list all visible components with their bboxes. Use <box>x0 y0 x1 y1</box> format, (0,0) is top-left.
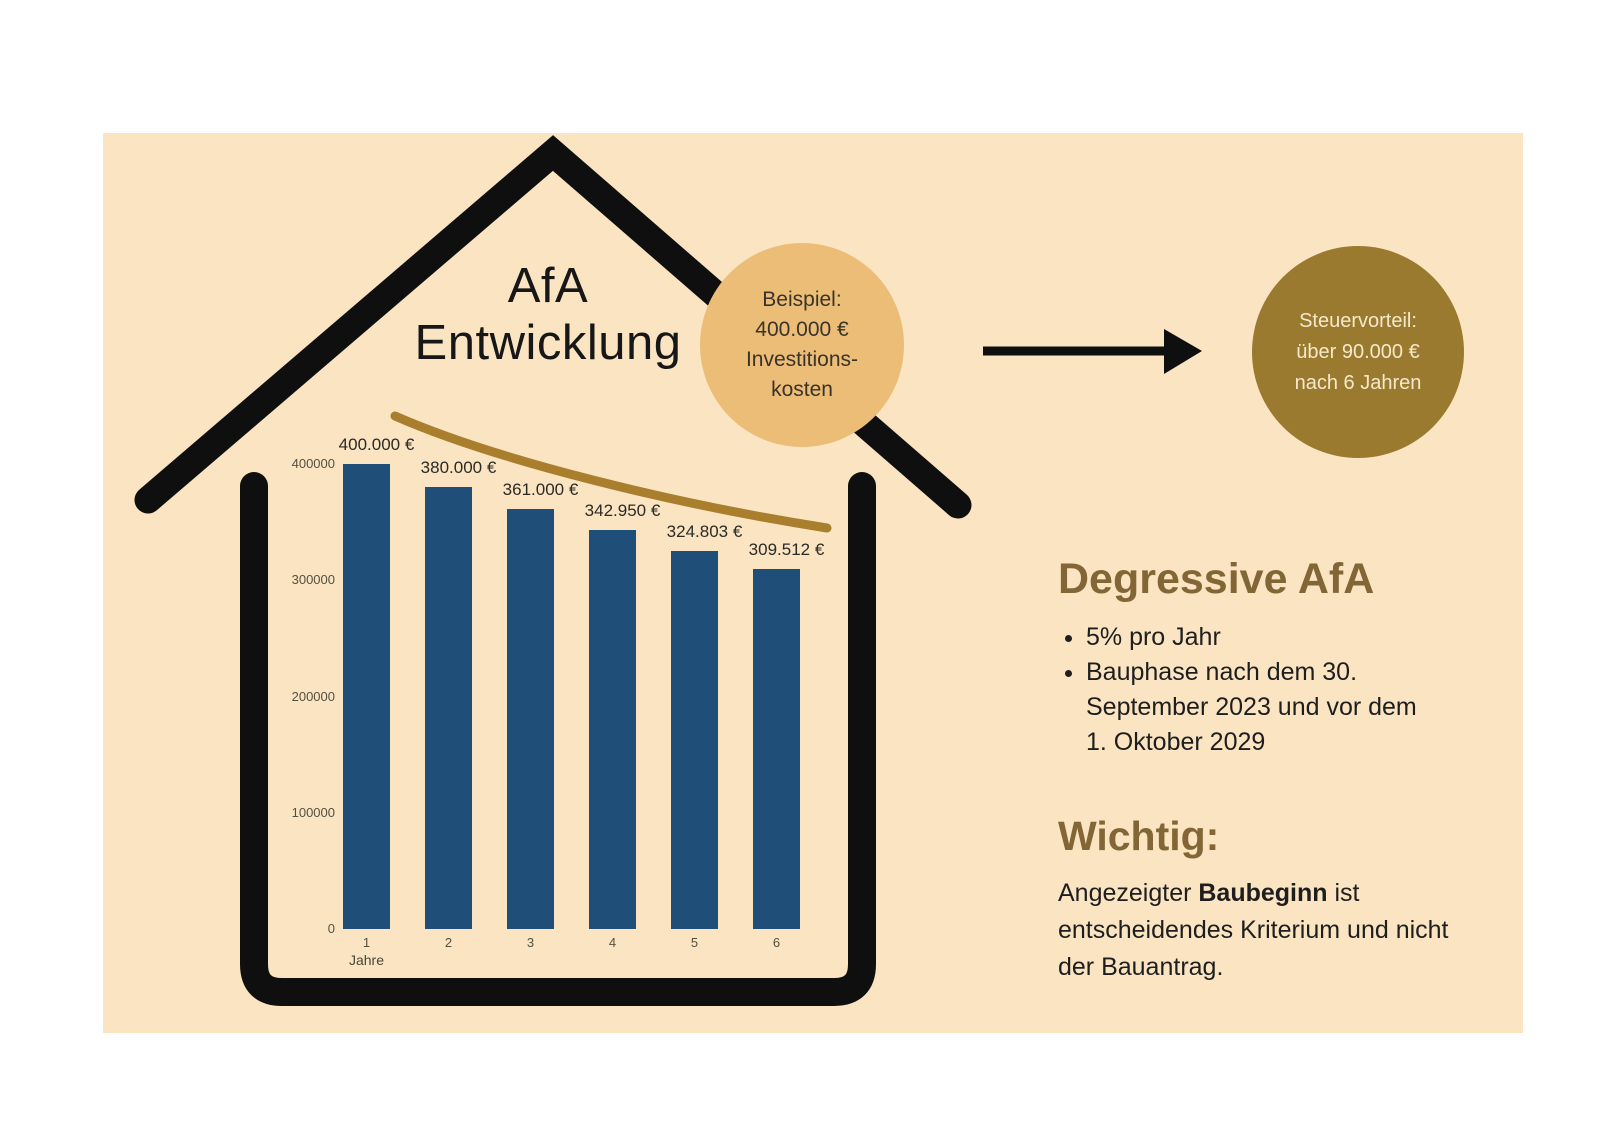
x-axis-tick-label: 2 <box>444 935 453 950</box>
y-axis-tick-label: 400000 <box>291 456 335 471</box>
x-axis-tick-label: 4 <box>608 935 617 950</box>
x-axis-tick-label: 5 <box>690 935 699 950</box>
tax-bubble-line: nach 6 Jahren <box>1294 371 1422 394</box>
note-bold-word: Baubeginn <box>1198 879 1328 907</box>
example-bubble-line: Investitions- <box>745 348 859 371</box>
important-note: Angezeigter Baubeginn ist entscheidendes… <box>1058 875 1450 986</box>
section-heading-degressive-afa: Degressive AfA <box>1058 555 1375 603</box>
y-axis-tick-label: 0 <box>327 921 335 936</box>
x-axis-tick-label: 3 <box>526 935 535 950</box>
x-axis-tick-label: 1 <box>362 935 371 950</box>
y-axis-tick-label: 200000 <box>291 688 335 704</box>
bar <box>753 569 800 929</box>
tax-advantage-bubble: Steuervorteil: über 90.000 € nach 6 Jahr… <box>1252 246 1464 458</box>
bar <box>425 487 472 929</box>
note-prefix: Angezeigter <box>1058 879 1199 907</box>
section-heading-wichtig: Wichtig: <box>1058 813 1220 859</box>
bar <box>671 551 718 929</box>
tax-bubble-line: über 90.000 € <box>1296 340 1420 363</box>
bar-value-label: 400.000 € <box>338 435 415 454</box>
y-axis-tick-label: 300000 <box>291 572 335 588</box>
x-axis-title: Jahre <box>348 952 385 968</box>
bar <box>343 464 390 929</box>
x-axis-tick-label: 6 <box>772 935 781 950</box>
page-title-line1: AfA <box>507 259 589 313</box>
tax-bubble-line: Steuervorteil: <box>1299 309 1417 332</box>
note-suffix: ist entscheidendes Kriterium und nicht d… <box>1058 879 1449 981</box>
bullet-item: Bauphase nach dem 30. September 2023 und… <box>1086 655 1436 760</box>
example-bubble-line: 400.000 € <box>755 318 849 341</box>
bullet-item: 5% pro Jahr <box>1086 620 1436 655</box>
bar <box>589 530 636 929</box>
page-title: AfA Entwicklung <box>348 258 748 372</box>
y-axis-tick-label: 100000 <box>291 804 335 820</box>
example-cost-bubble: Beispiel: 400.000 € Investitions- kosten <box>700 243 904 447</box>
page-title-line2: Entwicklung <box>414 316 682 370</box>
bar-value-label: 361.000 € <box>502 480 579 499</box>
bar <box>507 509 554 929</box>
bar-value-label: 380.000 € <box>420 458 497 477</box>
bar-value-label: 324.803 € <box>666 522 743 541</box>
bar-value-label: 342.950 € <box>584 501 661 520</box>
bullet-list: 5% pro Jahr Bauphase nach dem 30. Septem… <box>1058 620 1436 760</box>
example-bubble-line: Beispiel: <box>762 288 842 311</box>
example-bubble-line: kosten <box>771 378 833 401</box>
bar-value-label: 309.512 € <box>748 540 825 559</box>
info-column: Degressive AfA 5% pro Jahr Bauphase nach… <box>1058 556 1450 986</box>
